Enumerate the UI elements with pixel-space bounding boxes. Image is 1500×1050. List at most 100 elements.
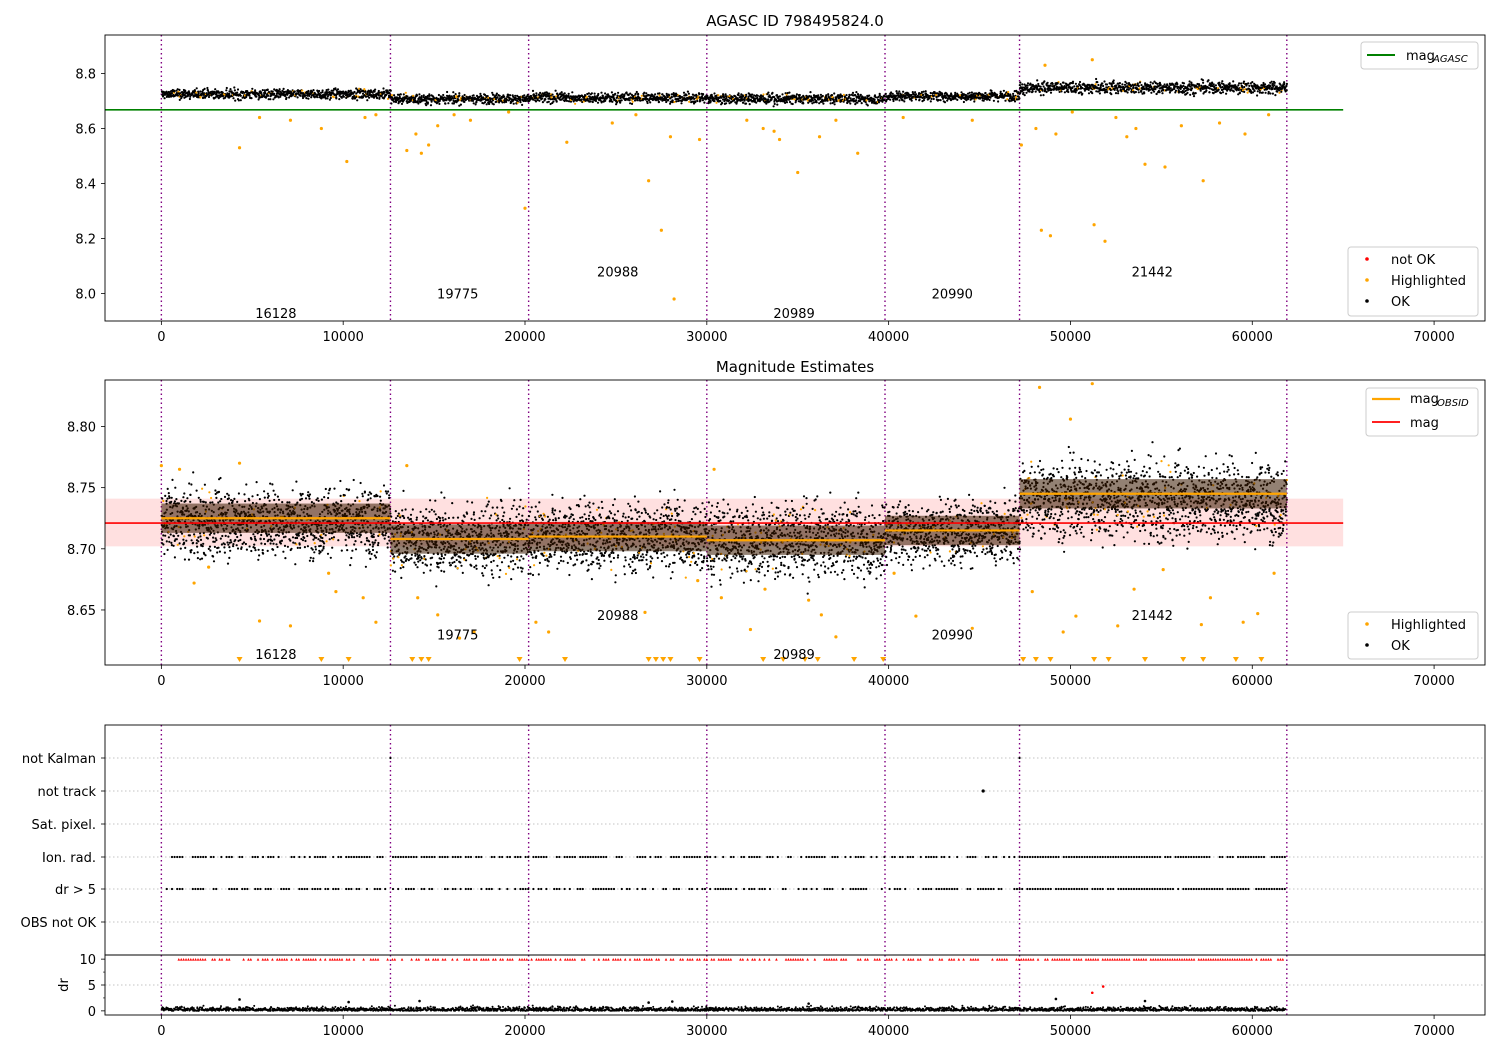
top-data-point: [855, 99, 858, 102]
top-data-point: [273, 92, 276, 95]
middle-data-point: [229, 549, 232, 552]
top-data-point: [970, 91, 974, 94]
top-data-point: [600, 100, 603, 103]
top-data-point: [334, 87, 337, 90]
middle-data-point: [306, 534, 309, 538]
middle-data-point: [209, 549, 212, 552]
top-data-point: [673, 100, 676, 104]
middle-data-point: [354, 548, 358, 551]
top-data-point: [1134, 90, 1137, 94]
top-data-point: [1013, 100, 1017, 103]
top-data-point: [625, 91, 628, 94]
top-data-point: [237, 99, 240, 102]
top-data-point: [1166, 84, 1169, 87]
top-data-point: [374, 88, 377, 91]
top-data-point: [1046, 81, 1049, 84]
top-obsid-label: 21442: [1132, 266, 1173, 281]
top-data-point: [1110, 93, 1113, 96]
top-data-point: [600, 91, 603, 94]
middle-data-point: [203, 534, 206, 537]
top-highlighted-outliers-point: [1163, 165, 1167, 169]
middle-data-point: [223, 551, 226, 554]
top-data-point: [728, 99, 731, 102]
middle-data-point: [267, 494, 270, 498]
middle-data-point: [313, 551, 316, 554]
middle-title: Magnitude Estimates: [716, 358, 874, 376]
top-data-point: [233, 86, 236, 89]
middle-data-point: [332, 538, 335, 541]
middle-data-point: [317, 538, 320, 541]
top-data-point: [178, 98, 181, 101]
top-data-point: [435, 102, 438, 105]
top-data-point: [679, 97, 682, 100]
top-data-point: [1208, 87, 1211, 90]
top-data-point: [1150, 91, 1153, 94]
top-data-point: [1270, 80, 1273, 83]
top-data-point: [340, 96, 343, 99]
top-data-point: [416, 94, 419, 97]
top-data-point: [995, 93, 999, 96]
top-data-point: [1012, 92, 1015, 95]
top-data-point: [815, 99, 818, 103]
top-data-point: [307, 97, 310, 100]
top-data-point: [547, 100, 550, 103]
top-data-point: [587, 92, 591, 95]
middle-data-point: [226, 492, 229, 495]
top-data-point: [446, 90, 449, 94]
top-data-point: [1251, 81, 1254, 84]
top-data-point: [509, 94, 512, 97]
middle-data-point: [297, 534, 300, 537]
top-data-point: [811, 99, 815, 102]
top-data-point: [781, 93, 784, 96]
top-data-point: [1138, 81, 1142, 84]
top-data-point: [539, 91, 542, 94]
top-highlighted-outliers-point: [1201, 179, 1205, 183]
top-data-point: [267, 90, 271, 94]
top-data-point: [873, 98, 876, 101]
top-data-point: [1232, 90, 1235, 93]
top-data-point: [342, 90, 345, 93]
top-data-point: [338, 98, 341, 101]
top-data-point: [1232, 80, 1235, 83]
top-data-point: [1202, 81, 1205, 84]
top-data-point: [1132, 86, 1135, 89]
top-data-point: [277, 92, 280, 95]
top-data-point: [454, 93, 457, 96]
top-xtick-label: 20000: [504, 330, 545, 345]
top-data-point: [1060, 90, 1063, 93]
top-data-point: [643, 91, 646, 94]
top-data-point: [521, 103, 524, 106]
top-data-point: [538, 99, 541, 102]
top-data-point: [973, 100, 976, 103]
top-data-point: [189, 95, 192, 98]
top-data-point: [263, 89, 266, 92]
middle-data-point: [212, 536, 215, 539]
middle-data-point: [164, 494, 167, 497]
middle-data-point: [177, 534, 180, 537]
top-data-point: [832, 98, 835, 101]
top-data-point: [366, 99, 369, 102]
top-data-point: [1044, 89, 1047, 92]
top-highlighted-outliers-point: [761, 126, 765, 131]
top-data-point: [391, 96, 394, 99]
middle-data-point: [175, 498, 178, 501]
middle-data-point: [253, 535, 256, 538]
top-highlighted-outliers-point: [288, 118, 293, 122]
top-data-point: [703, 101, 706, 104]
top-data-point: [1194, 92, 1197, 95]
middle-data-point: [295, 543, 298, 546]
top-data-point: [388, 92, 391, 95]
middle-data-point: [354, 499, 357, 502]
middle-data-point: [250, 538, 253, 541]
top-data-point: [748, 93, 751, 96]
top-data-point: [1028, 90, 1031, 93]
top-data-point: [554, 89, 557, 92]
middle-data-point: [351, 549, 354, 552]
top-data-point: [1062, 81, 1065, 84]
top-data-point: [1158, 91, 1161, 94]
top-data-point: [1221, 80, 1224, 83]
top-data-point: [251, 87, 254, 90]
middle-data-point: [184, 546, 187, 550]
top-data-point: [1039, 94, 1042, 97]
top-data-point: [1151, 82, 1154, 85]
